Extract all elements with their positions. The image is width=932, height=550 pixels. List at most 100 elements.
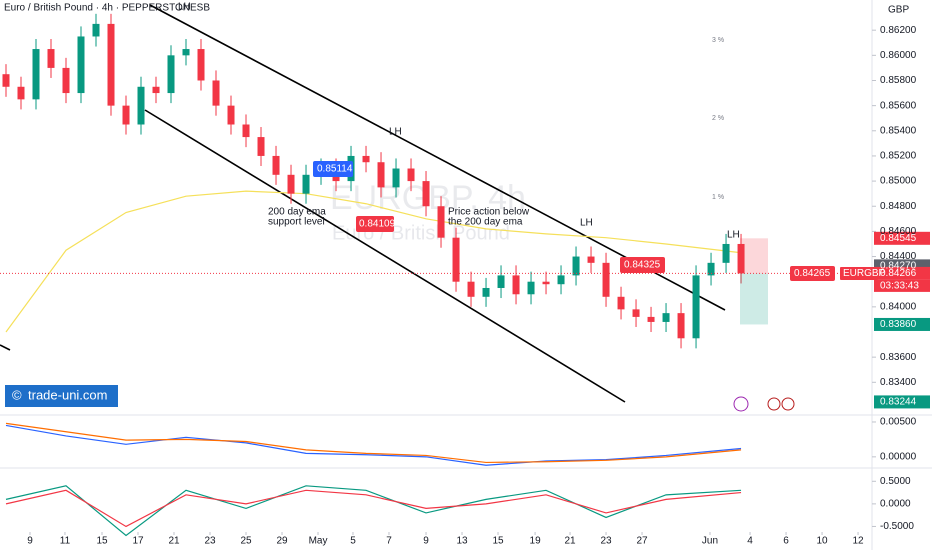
candle-body <box>677 313 685 339</box>
series-line <box>5 489 742 528</box>
stop-zone <box>740 238 768 274</box>
brand-text: trade-uni.com <box>28 387 107 402</box>
symbol-tag-text: EURGBP <box>843 268 886 279</box>
y-tick-label: 0.84000 <box>880 301 917 312</box>
candle-body <box>17 86 25 100</box>
price-tag <box>356 216 394 232</box>
candle-body <box>377 162 385 188</box>
x-tick-label: 17 <box>132 536 144 547</box>
candle-body <box>662 313 670 322</box>
y-tick-label: 0.5000 <box>880 476 911 487</box>
y-tick-label: 0.86000 <box>880 50 917 61</box>
x-tick-label: 9 <box>27 536 33 547</box>
channel-lower <box>144 109 626 403</box>
event-icon[interactable] <box>733 396 749 412</box>
candle-body <box>47 49 55 68</box>
countdown: 03:33:43 <box>880 281 919 292</box>
candle-body <box>647 316 655 322</box>
price-label-box <box>874 266 930 280</box>
x-tick-label: 29 <box>276 536 288 547</box>
candle-body <box>572 256 580 276</box>
chart-title: Euro / British Pound · 4h · PEPPERSTONES… <box>4 3 210 14</box>
price-label-box <box>874 231 930 245</box>
lh-label: LH <box>727 230 740 241</box>
y-tick-label: 0.85800 <box>880 75 917 86</box>
note: support level <box>268 217 325 228</box>
y-tick-label: 0.83600 <box>880 352 917 363</box>
candle-body <box>587 256 595 263</box>
countdown-box <box>874 279 930 292</box>
candle-body <box>392 168 400 188</box>
currency: GBP <box>888 5 909 16</box>
y-tick-label: -0.5000 <box>880 521 914 532</box>
percent-label: 1 % <box>712 194 724 201</box>
price-tag-text: 0.84265 <box>794 268 831 279</box>
x-tick-label: 5 <box>350 536 356 547</box>
x-tick-label: 23 <box>204 536 216 547</box>
candle-body <box>542 281 550 285</box>
price-tag <box>313 161 353 177</box>
y-tick-label: 0.85400 <box>880 125 917 136</box>
candle-body <box>32 49 40 100</box>
candle-body <box>92 23 100 37</box>
x-tick-label: 21 <box>168 536 180 547</box>
candle-body <box>467 281 475 297</box>
note: 200 day ema <box>268 207 326 218</box>
x-tick-label: 7 <box>386 536 392 547</box>
x-tick-label: 15 <box>96 536 108 547</box>
candle-body <box>182 49 190 56</box>
price-label-box <box>874 317 930 331</box>
percent-label: 3 % <box>712 37 724 44</box>
x-tick-label: 9 <box>423 536 429 547</box>
candle-body <box>257 137 265 156</box>
series-line <box>5 422 742 464</box>
percent-label: 2 % <box>712 115 724 122</box>
x-tick-label: 6 <box>783 536 789 547</box>
candle-body <box>2 74 10 87</box>
x-tick-label: 11 <box>60 536 71 547</box>
candle-body <box>107 23 115 106</box>
price-tag-text: 0.85114 <box>317 164 353 175</box>
y-tick-label: 0.85200 <box>880 151 917 162</box>
event-icon[interactable] <box>767 397 781 411</box>
brand-badge <box>5 385 118 407</box>
candle-body <box>227 105 235 125</box>
candle-body <box>167 55 175 94</box>
x-tick-label: 12 <box>852 536 864 547</box>
x-tick-label: 21 <box>564 536 576 547</box>
price-label: 0.83244 <box>880 397 917 408</box>
channel-lower <box>0 344 11 351</box>
price-label: 0.84270 <box>880 261 917 272</box>
y-tick-label: 0.85600 <box>880 100 917 111</box>
x-tick-label: 19 <box>530 536 542 547</box>
y-tick-label: 0.85000 <box>880 176 917 187</box>
candle-body <box>437 206 445 238</box>
candle-body <box>527 281 535 295</box>
candle-body <box>137 86 145 125</box>
candle-body <box>602 262 610 297</box>
candle-body <box>737 243 745 274</box>
y-tick-label: 0.83400 <box>880 377 917 388</box>
price-tag <box>790 266 835 281</box>
candle-body <box>452 237 460 282</box>
price-tag-text: 0.84325 <box>624 260 661 271</box>
candle-body <box>152 86 160 94</box>
candle-body <box>287 174 295 194</box>
event-icon[interactable] <box>781 397 795 411</box>
candle-body <box>692 275 700 339</box>
candle-body <box>77 36 85 94</box>
x-tick-label: Jun <box>702 536 718 547</box>
note: the 200 day ema <box>448 217 523 228</box>
symbol-tag <box>840 267 878 280</box>
candle-body <box>482 287 490 297</box>
x-tick-label: 25 <box>240 536 252 547</box>
candle-body <box>557 275 565 285</box>
series-line <box>5 190 742 333</box>
y-tick-label: 0.84800 <box>880 201 917 212</box>
price-tag <box>620 257 665 273</box>
y-tick-label: 0.84600 <box>880 226 917 237</box>
candle-body <box>707 262 715 276</box>
x-tick-label: 4 <box>747 536 753 547</box>
price-label: 0.84545 <box>880 233 917 244</box>
